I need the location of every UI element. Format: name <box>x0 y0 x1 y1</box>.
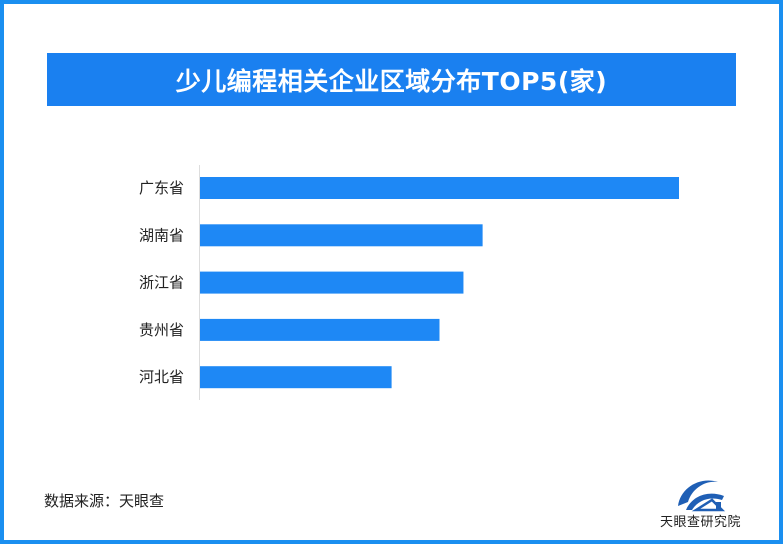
category-label: 贵州省 <box>139 321 184 339</box>
bar-4 <box>200 366 392 389</box>
bar-3 <box>200 318 440 341</box>
bar-0 <box>200 177 679 199</box>
bar-1 <box>200 224 483 247</box>
category-label: 广东省 <box>139 179 184 197</box>
title-banner: 少儿编程相关企业区域分布TOP5(家) <box>47 53 736 106</box>
chart-title: 少儿编程相关企业区域分布TOP5(家) <box>175 66 608 96</box>
category-label: 浙江省 <box>139 274 184 292</box>
bar-2 <box>200 271 464 294</box>
tianyancha-logo-icon <box>678 480 726 512</box>
data-source: 数据来源：天眼查 <box>44 492 165 510</box>
category-label: 湖南省 <box>139 226 184 244</box>
category-label: 河北省 <box>139 368 184 386</box>
logo-text: 天眼查研究院 <box>660 515 742 530</box>
